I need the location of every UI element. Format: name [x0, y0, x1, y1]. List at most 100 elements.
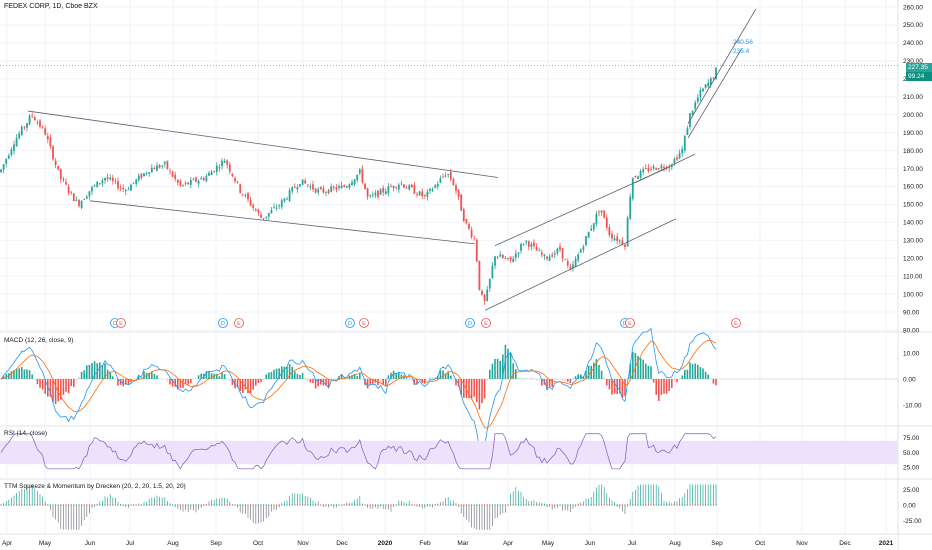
ttm-squeeze-dot — [619, 504, 621, 506]
ttm-squeeze-dot — [133, 504, 135, 506]
macd-histogram-bar — [691, 364, 694, 379]
macd-histogram-bar — [288, 364, 291, 379]
candle-body — [67, 186, 70, 193]
candle-body — [70, 191, 73, 193]
candle-body — [293, 186, 296, 188]
ttm-squeeze-dot — [684, 504, 686, 506]
macd-histogram-bar — [49, 379, 52, 397]
candle-body — [462, 209, 465, 222]
candle-body — [202, 178, 205, 181]
price-tick-label: 100.00 — [903, 291, 923, 298]
price-tick-label: 180.00 — [903, 148, 923, 155]
ttm-squeeze-dot — [294, 504, 296, 506]
candle-body — [377, 190, 379, 197]
ttm-squeeze-dot — [44, 504, 46, 506]
candle-body — [366, 188, 369, 197]
ttm-squeeze-dot — [36, 504, 38, 506]
ttm-squeeze-dot — [177, 504, 179, 506]
candle-body — [491, 265, 494, 278]
ttm-squeeze-dot — [510, 504, 512, 506]
ttm-squeeze-dot — [437, 504, 439, 506]
macd-histogram-bar — [496, 358, 499, 379]
candle-body — [660, 165, 663, 169]
macd-histogram-bar — [494, 358, 496, 379]
macd-histogram-bar — [86, 365, 88, 379]
candle-body — [260, 214, 262, 218]
macd-histogram-bar — [275, 368, 278, 379]
ttm-squeeze-dot — [442, 504, 444, 506]
ttm-squeeze-dot — [653, 504, 655, 506]
macd-histogram-bar — [44, 379, 46, 394]
ttm-squeeze-dot — [361, 504, 363, 506]
macd-histogram-bar — [218, 376, 221, 379]
candle-body — [184, 182, 187, 184]
candle-body — [314, 188, 317, 193]
macd-histogram-bar — [593, 362, 595, 379]
candle-body — [332, 187, 335, 188]
ttm-squeeze-dot — [590, 504, 592, 506]
candle-body — [449, 172, 452, 180]
macd-histogram-bar — [57, 379, 59, 402]
candle-body — [236, 181, 239, 183]
macd-histogram-bar — [372, 379, 374, 384]
macd-histogram-bar — [408, 377, 410, 379]
macd-histogram-bar — [491, 363, 494, 379]
price-tick-label: 230.00 — [903, 58, 923, 65]
ttm-squeeze-dot — [291, 504, 293, 506]
ttm-squeeze-dot — [146, 504, 148, 506]
ttm-squeeze-dot — [411, 504, 413, 506]
ttm-squeeze-dot — [497, 504, 499, 506]
macd-histogram-bar — [177, 379, 179, 390]
ttm-squeeze-dot — [645, 504, 647, 506]
macd-histogram-bar — [169, 379, 171, 385]
candle-body — [132, 182, 135, 184]
candle-body — [551, 254, 554, 257]
macd-histogram-bar — [197, 375, 200, 379]
macd-histogram-bar — [551, 379, 553, 388]
ttm-squeeze-dot — [216, 504, 218, 506]
macd-histogram-bar — [195, 378, 197, 380]
macd-histogram-bar — [395, 372, 397, 379]
macd-histogram-bar — [242, 379, 244, 393]
candle-body — [408, 185, 411, 190]
ttm-squeeze-dot — [60, 504, 62, 506]
price-tick-label: 260.00 — [903, 4, 923, 11]
macd-histogram-bar — [208, 371, 210, 379]
ttm-squeeze-dot — [120, 504, 122, 506]
ttm-squeeze-dot — [408, 504, 410, 506]
macd-histogram-bar — [54, 379, 57, 405]
macd-histogram-bar — [671, 379, 673, 388]
ttm-squeeze-dot — [533, 504, 535, 506]
ttm-squeeze-dot — [668, 504, 670, 506]
candle-body — [122, 187, 125, 190]
macd-histogram-bar — [460, 379, 462, 395]
candle-body — [538, 250, 541, 252]
ttm-squeeze-dot — [694, 504, 696, 506]
macd-histogram-bar — [132, 379, 135, 380]
macd-histogram-bar — [452, 379, 455, 382]
macd-histogram-bar — [478, 379, 481, 410]
candle-body — [559, 246, 561, 250]
macd-histogram-bar — [637, 356, 639, 379]
ttm-squeeze-dot — [213, 504, 215, 506]
macd-histogram-bar — [283, 366, 286, 379]
price-tick-label: 200.00 — [903, 112, 923, 119]
ttm-squeeze-dot — [481, 504, 483, 506]
macd-histogram-bar — [294, 371, 296, 379]
macd-histogram-bar — [182, 379, 184, 388]
macd-histogram-bar — [481, 379, 483, 404]
macd-histogram-bar — [699, 367, 702, 379]
ttm-squeeze-dot — [406, 504, 408, 506]
candle-body — [486, 289, 489, 302]
macd-histogram-bar — [416, 379, 418, 385]
price-tick-label: 110.00 — [903, 273, 923, 280]
macd-histogram-bar — [75, 379, 78, 382]
ttm-squeeze-dot — [281, 504, 283, 506]
macd-histogram-bar — [517, 377, 520, 379]
time-tick-label: 2020 — [378, 540, 393, 547]
candle-body — [234, 178, 236, 182]
macd-pane-label: MACD (12, 26, close, 9) — [4, 337, 74, 344]
macd-histogram-bar — [603, 377, 605, 379]
candle-body — [483, 294, 486, 301]
candle-body — [189, 179, 192, 185]
